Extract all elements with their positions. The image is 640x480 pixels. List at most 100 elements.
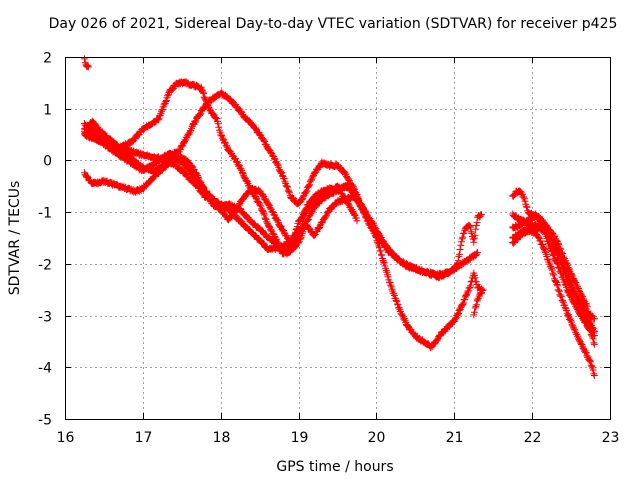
series-track-j <box>509 210 598 335</box>
y-tick-label: -3 <box>38 310 52 326</box>
data-point <box>556 267 564 275</box>
y-tick-labels: -5 -4 -3 -2 -1 0 1 2 <box>38 51 52 429</box>
x-tick-label: 20 <box>368 430 386 446</box>
data-point <box>306 181 314 189</box>
series-track-f <box>81 130 485 282</box>
data-point <box>583 352 591 360</box>
data-point <box>567 317 575 325</box>
data-point <box>292 231 300 238</box>
data-point <box>454 260 461 268</box>
data-point <box>547 263 555 271</box>
data-point <box>555 263 563 271</box>
data-point <box>467 228 475 236</box>
data-point <box>380 259 388 267</box>
data-point <box>295 239 303 247</box>
data-point <box>382 267 390 274</box>
data-point <box>523 203 531 211</box>
x-tick-labels: 16 17 18 19 20 21 22 23 <box>57 430 620 446</box>
data-point <box>470 238 478 246</box>
data-point <box>581 318 589 326</box>
data-point <box>282 182 290 190</box>
data-point <box>459 233 467 241</box>
data-point <box>380 258 388 266</box>
data-point <box>557 292 565 300</box>
data-point <box>238 218 246 226</box>
data-point <box>590 315 598 323</box>
data-point <box>302 204 310 212</box>
data-point <box>345 175 352 183</box>
y-tick-label: -2 <box>38 258 52 274</box>
series-track-l <box>509 226 598 379</box>
data-point <box>471 304 479 312</box>
data-point <box>557 269 565 277</box>
data-point <box>454 257 462 265</box>
data-point <box>582 349 590 357</box>
data-point <box>467 282 474 290</box>
data-point <box>223 142 231 150</box>
data-point <box>476 290 484 298</box>
data-point <box>237 165 245 173</box>
data-point <box>261 214 269 222</box>
data-point <box>162 98 170 105</box>
data-point <box>353 217 361 225</box>
data-point <box>329 203 337 211</box>
data-point <box>177 143 185 151</box>
series-track-e <box>81 89 485 352</box>
series-track-d <box>81 120 482 279</box>
data-point <box>453 311 461 319</box>
data-point <box>452 314 459 322</box>
data-point <box>368 218 376 226</box>
data-point <box>352 214 360 222</box>
data-point <box>377 247 385 255</box>
data-point <box>296 235 304 243</box>
data-point <box>550 271 558 279</box>
data-point <box>590 372 598 379</box>
data-point <box>232 157 240 165</box>
data-point <box>467 223 474 231</box>
data-point <box>393 300 401 308</box>
data-point <box>473 301 480 309</box>
data-point <box>303 187 311 195</box>
data-point <box>265 222 273 230</box>
data-point <box>252 125 260 133</box>
data-point <box>297 234 305 242</box>
data-point <box>387 281 395 289</box>
data-point <box>278 169 286 176</box>
data-point <box>378 251 386 259</box>
data-point <box>298 196 306 204</box>
data-point <box>569 286 577 294</box>
data-point <box>569 284 577 292</box>
data-point <box>380 237 388 245</box>
data-point <box>561 304 569 312</box>
grid-lines <box>65 57 610 419</box>
data-point <box>542 221 550 229</box>
data-point <box>554 282 562 290</box>
data-point <box>585 356 593 364</box>
data-point <box>555 287 563 295</box>
data-point <box>375 243 383 251</box>
y-tick-label: -1 <box>38 206 52 222</box>
data-point <box>237 107 245 115</box>
data-point <box>553 246 561 254</box>
data-point <box>384 273 392 281</box>
data-point <box>548 266 556 274</box>
data-point <box>550 238 558 246</box>
data-point <box>521 197 529 205</box>
data-point <box>549 250 557 258</box>
data-point <box>555 250 563 258</box>
data-point <box>537 237 545 245</box>
data-point <box>272 215 280 223</box>
data-point <box>200 89 208 97</box>
data-point <box>461 296 469 304</box>
data-point <box>472 225 480 233</box>
data-point <box>164 92 172 100</box>
data-point <box>554 247 562 255</box>
data-point <box>84 63 92 71</box>
data-point <box>267 226 275 234</box>
data-point <box>577 339 585 347</box>
data-point <box>522 202 530 210</box>
data-point <box>554 260 562 268</box>
data-point <box>590 339 598 347</box>
data-point <box>476 212 484 220</box>
data-point <box>588 362 596 370</box>
